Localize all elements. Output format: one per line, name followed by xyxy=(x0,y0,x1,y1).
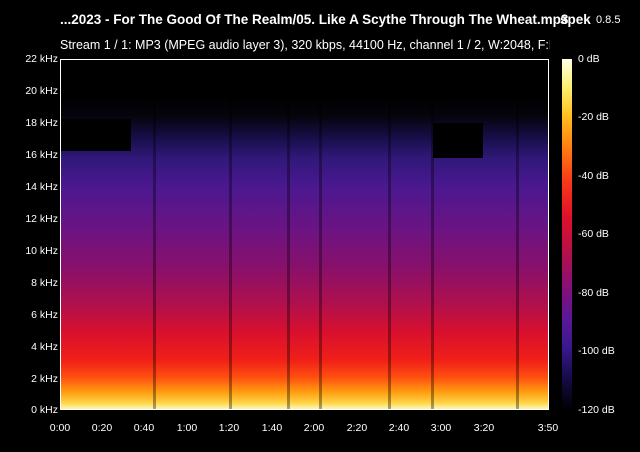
db-tick-label: -20 dB xyxy=(578,111,609,123)
time-tick-label: 2:00 xyxy=(303,422,325,434)
time-tick-label: 3:50 xyxy=(537,422,559,434)
db-tick-label: -60 dB xyxy=(578,228,609,240)
app-name: spek xyxy=(560,12,591,27)
transient-line xyxy=(388,60,391,409)
spectrogram-image xyxy=(61,60,548,409)
time-tick-label: 0:40 xyxy=(133,422,155,434)
transient-line xyxy=(516,60,519,409)
freq-tick-label: 22 kHz xyxy=(25,53,58,65)
stream-info: Stream 1 / 1: MP3 (MPEG audio layer 3), … xyxy=(60,38,550,52)
transient-line xyxy=(153,60,156,409)
db-tick-label: -100 dB xyxy=(578,345,615,357)
db-tick-label: 0 dB xyxy=(578,53,600,65)
time-tick-label: 1:40 xyxy=(261,422,283,434)
transient-line xyxy=(431,60,434,409)
time-tick-label: 2:40 xyxy=(388,422,410,434)
file-title: ...2023 - For The Good Of The Realm/05. … xyxy=(60,12,569,27)
freq-tick-label: 0 kHz xyxy=(31,404,58,416)
db-tick-label: -120 dB xyxy=(578,404,615,416)
freq-tick-label: 20 kHz xyxy=(25,85,58,97)
time-tick-label: 0:00 xyxy=(49,422,71,434)
freq-tick-label: 16 kHz xyxy=(25,149,58,161)
db-tick-label: -80 dB xyxy=(578,287,609,299)
time-tick-label: 3:20 xyxy=(473,422,495,434)
colorbar xyxy=(562,59,572,410)
transient-line xyxy=(287,60,290,409)
app-version: 0.8.5 xyxy=(596,14,621,26)
time-tick-label: 0:20 xyxy=(91,422,113,434)
time-tick-label: 3:00 xyxy=(430,422,452,434)
db-tick-label: -40 dB xyxy=(578,170,609,182)
transient-line xyxy=(229,60,232,409)
freq-tick-label: 6 kHz xyxy=(31,309,58,321)
transient-line xyxy=(319,60,322,409)
time-tick-label: 1:20 xyxy=(218,422,240,434)
cutoff-region xyxy=(61,119,131,151)
freq-tick-label: 2 kHz xyxy=(31,373,58,385)
freq-tick-label: 8 kHz xyxy=(31,277,58,289)
freq-tick-label: 10 kHz xyxy=(25,245,58,257)
freq-tick-label: 18 kHz xyxy=(25,117,58,129)
time-tick-label: 1:00 xyxy=(176,422,198,434)
title-bar: ...2023 - For The Good Of The Realm/05. … xyxy=(0,12,640,32)
cutoff-region xyxy=(433,122,483,158)
time-tick-label: 2:20 xyxy=(346,422,368,434)
freq-tick-label: 14 kHz xyxy=(25,181,58,193)
freq-tick-label: 12 kHz xyxy=(25,213,58,225)
freq-tick-label: 4 kHz xyxy=(31,341,58,353)
spectrogram-plot[interactable] xyxy=(60,59,549,410)
